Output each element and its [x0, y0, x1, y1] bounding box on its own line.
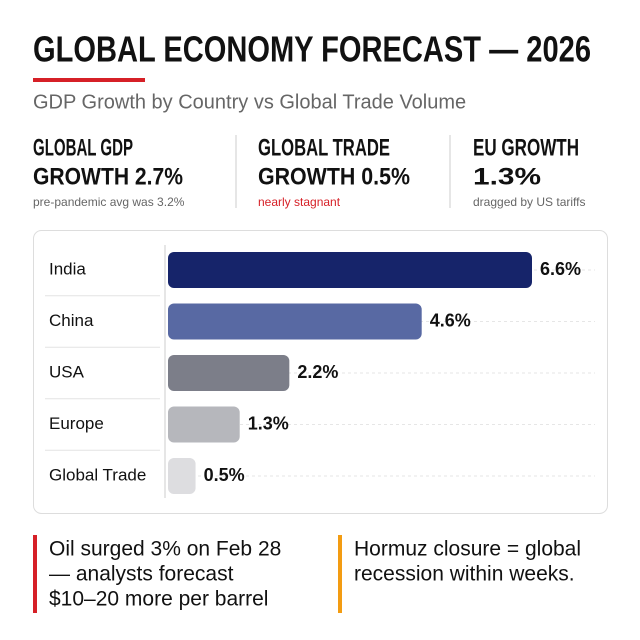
value-label: 6.6% [540, 259, 581, 279]
category-label: India [49, 259, 86, 278]
stat-heading: GLOBAL TRADE [258, 134, 390, 161]
stat-note: pre-pandemic avg was 3.2% [33, 195, 185, 209]
bar [168, 252, 532, 288]
bar [168, 406, 240, 443]
stat-heading: GLOBAL GDP [33, 134, 133, 161]
value-label: 0.5% [204, 465, 245, 485]
category-label: China [49, 311, 94, 330]
notes: Oil surged 3% on Feb 28— analysts foreca… [33, 535, 581, 613]
stat-note: dragged by US tariffs [473, 195, 586, 209]
stat-heading: GROWTH 2.7% [33, 163, 183, 190]
stat-heading: GROWTH 0.5% [258, 163, 410, 190]
stat-note: nearly stagnant [258, 195, 341, 209]
stat-heading: EU GROWTH [473, 134, 579, 161]
title-underline [33, 78, 145, 82]
bar [168, 355, 290, 391]
value-label: 2.2% [297, 362, 338, 382]
bar [168, 458, 196, 494]
note-text: $10–20 more per barrel [49, 588, 268, 611]
chart-card [33, 230, 608, 514]
title: GLOBAL ECONOMY FORECAST — 2026 [33, 29, 591, 70]
note-text: Oil surged 3% on Feb 28 [49, 538, 281, 561]
value-label: 1.3% [248, 413, 289, 433]
note-text: — analysts forecast [49, 563, 234, 586]
category-label: Europe [49, 414, 104, 433]
subtitle: GDP Growth by Country vs Global Trade Vo… [33, 91, 466, 113]
category-label: Global Trade [49, 465, 146, 484]
chart: India 6.6% China 4.6% USA 2.2% Europe 1.3% Globa… [45, 252, 595, 494]
category-label: USA [49, 362, 85, 381]
note-accent [33, 535, 37, 613]
value-label: 4.6% [430, 310, 471, 330]
stat-heading: 1.3% [473, 163, 541, 190]
note-text: recession within weeks. [354, 563, 575, 586]
bar [168, 303, 422, 340]
note-text: Hormuz closure = global [354, 538, 581, 561]
note-accent [338, 535, 342, 613]
